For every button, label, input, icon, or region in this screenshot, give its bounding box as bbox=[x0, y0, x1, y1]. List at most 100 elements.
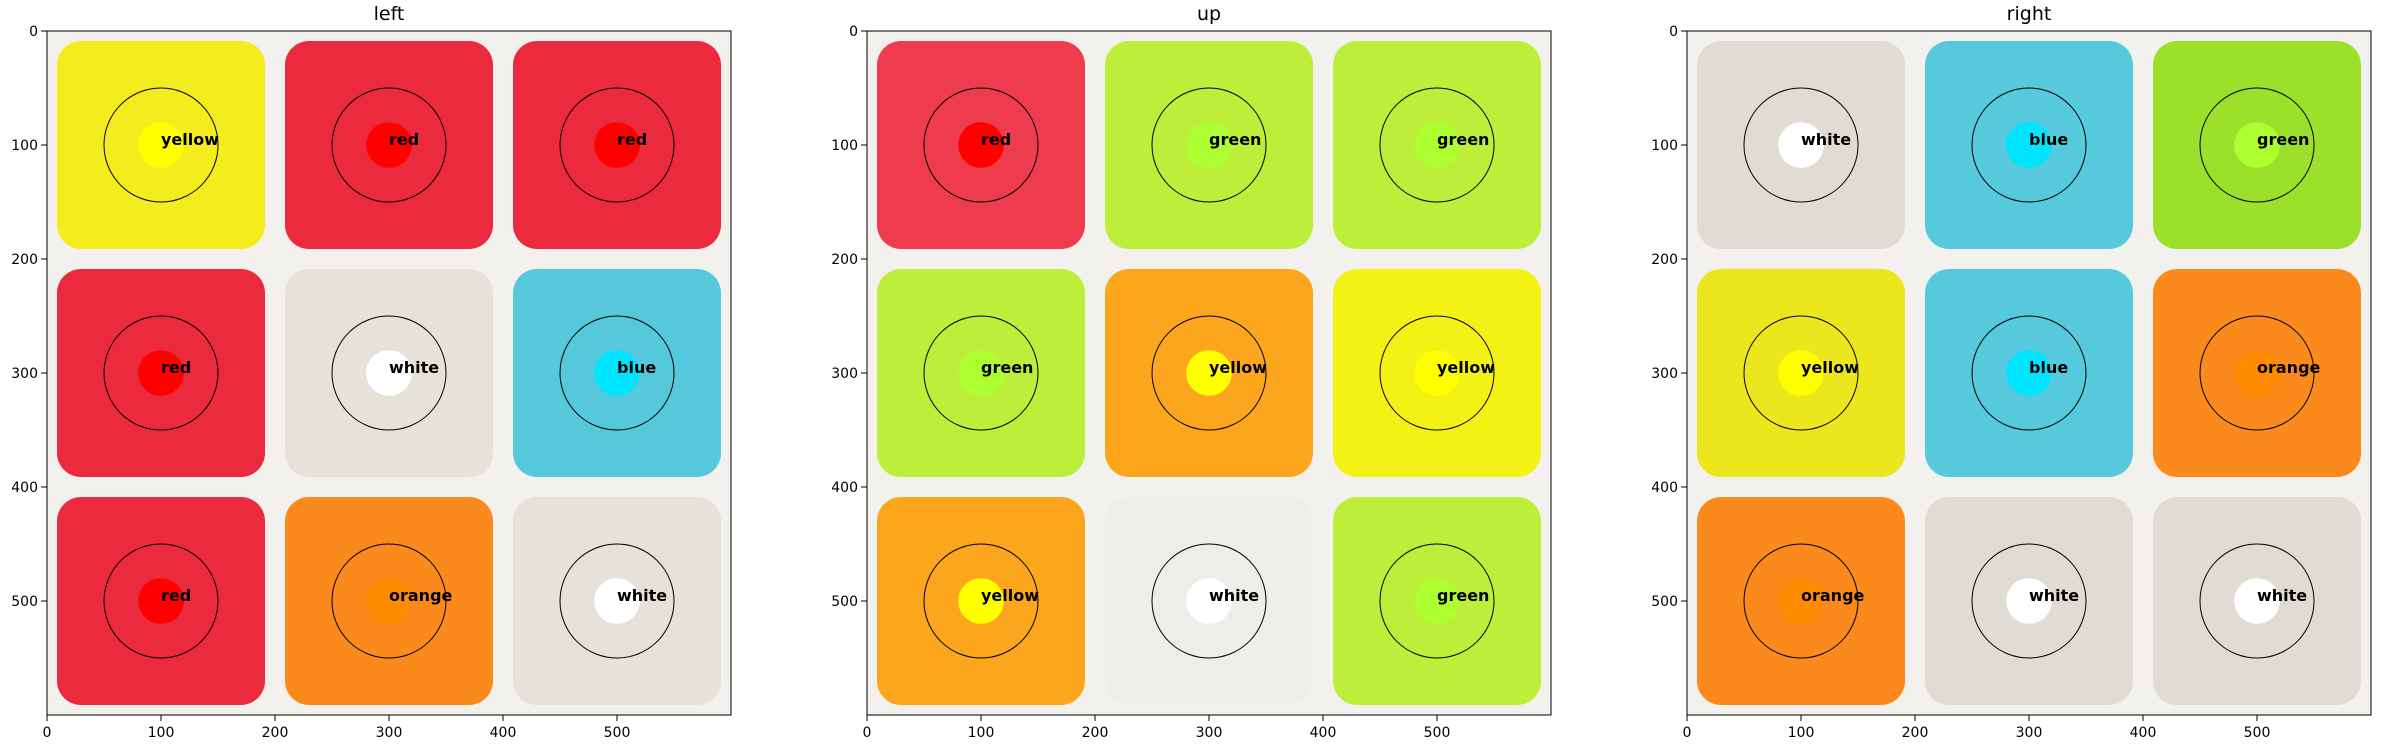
x-tick-label: 0 bbox=[863, 725, 872, 741]
sample-ring bbox=[2199, 315, 2315, 431]
color-dot bbox=[1186, 122, 1232, 168]
cell-label: red bbox=[617, 130, 647, 149]
cell-label: red bbox=[161, 586, 191, 605]
sample-ring bbox=[331, 543, 447, 659]
y-tick-label: 500 bbox=[1651, 594, 1678, 610]
cell-label: white bbox=[2257, 586, 2307, 605]
color-dot bbox=[2006, 350, 2052, 396]
y-tick-label: 0 bbox=[1669, 24, 1678, 40]
cell-label: white bbox=[2029, 586, 2079, 605]
sample-ring bbox=[103, 315, 219, 431]
x-tick-label: 0 bbox=[43, 725, 52, 741]
sample-ring bbox=[559, 543, 675, 659]
color-dot bbox=[366, 350, 412, 396]
cell-label: green bbox=[1437, 130, 1489, 149]
sample-ring bbox=[1971, 87, 2087, 203]
cell-label: yellow bbox=[1801, 358, 1859, 377]
color-dot bbox=[1778, 122, 1824, 168]
cell-label: yellow bbox=[1209, 358, 1267, 377]
color-dot bbox=[594, 122, 640, 168]
cell-label: green bbox=[1209, 130, 1261, 149]
y-tick-label: 0 bbox=[29, 24, 38, 40]
cell-label: red bbox=[161, 358, 191, 377]
cell-label: yellow bbox=[161, 130, 219, 149]
cell-label: blue bbox=[2029, 130, 2068, 149]
sample-ring bbox=[331, 315, 447, 431]
color-dot bbox=[594, 578, 640, 624]
y-tick-label: 200 bbox=[11, 252, 38, 268]
sample-ring bbox=[2199, 87, 2315, 203]
x-tick-label: 500 bbox=[604, 725, 631, 741]
sample-ring bbox=[1151, 315, 1267, 431]
cell-label: orange bbox=[389, 586, 453, 605]
sample-ring bbox=[103, 87, 219, 203]
cell-label: green bbox=[1437, 586, 1489, 605]
color-dot bbox=[1778, 578, 1824, 624]
color-dot bbox=[1414, 578, 1460, 624]
y-tick-label: 0 bbox=[849, 24, 858, 40]
x-tick-label: 100 bbox=[968, 725, 995, 741]
x-tick-label: 300 bbox=[2016, 725, 2043, 741]
sample-ring bbox=[1971, 315, 2087, 431]
cell-label: green bbox=[2257, 130, 2309, 149]
y-tick-label: 200 bbox=[1651, 252, 1678, 268]
sample-ring bbox=[1743, 87, 1859, 203]
cell-label: blue bbox=[2029, 358, 2068, 377]
color-dot bbox=[1186, 578, 1232, 624]
sample-ring bbox=[923, 87, 1039, 203]
color-dot bbox=[958, 350, 1004, 396]
sample-ring bbox=[1151, 87, 1267, 203]
x-tick-label: 400 bbox=[1310, 725, 1337, 741]
x-tick-label: 100 bbox=[1788, 725, 1815, 741]
y-tick-label: 500 bbox=[831, 594, 858, 610]
cell-label: red bbox=[389, 130, 419, 149]
color-dot bbox=[138, 350, 184, 396]
x-tick-label: 200 bbox=[1902, 725, 1929, 741]
sample-ring bbox=[1743, 315, 1859, 431]
y-tick-label: 400 bbox=[831, 480, 858, 496]
cell-label: white bbox=[617, 586, 667, 605]
color-dot bbox=[1414, 350, 1460, 396]
sample-ring bbox=[923, 543, 1039, 659]
color-dot bbox=[958, 122, 1004, 168]
sample-ring bbox=[2199, 543, 2315, 659]
color-dot bbox=[366, 578, 412, 624]
color-dot bbox=[2234, 122, 2280, 168]
subplot-up: up red green green green yellow yellow yellow w… bbox=[831, 3, 1552, 741]
color-dot bbox=[2234, 578, 2280, 624]
x-tick-label: 100 bbox=[148, 725, 175, 741]
color-dot bbox=[594, 350, 640, 396]
x-tick-label: 400 bbox=[490, 725, 517, 741]
y-tick-label: 100 bbox=[831, 138, 858, 154]
x-tick-label: 200 bbox=[1082, 725, 1109, 741]
sample-ring bbox=[923, 315, 1039, 431]
y-tick-label: 400 bbox=[11, 480, 38, 496]
sample-ring bbox=[1379, 87, 1495, 203]
x-tick-label: 500 bbox=[1424, 725, 1451, 741]
subplot-right: right white blue green yellow blue orange oran… bbox=[1651, 3, 2372, 741]
sample-ring bbox=[1743, 543, 1859, 659]
x-tick-label: 400 bbox=[2130, 725, 2157, 741]
x-tick-label: 300 bbox=[1196, 725, 1223, 741]
color-dot bbox=[1778, 350, 1824, 396]
y-tick-label: 100 bbox=[1651, 138, 1678, 154]
y-tick-label: 300 bbox=[11, 366, 38, 382]
cell-label: orange bbox=[1801, 586, 1865, 605]
sample-ring bbox=[1379, 315, 1495, 431]
color-dot bbox=[2006, 122, 2052, 168]
y-tick-label: 300 bbox=[1651, 366, 1678, 382]
x-tick-label: 200 bbox=[262, 725, 289, 741]
color-dot bbox=[2234, 350, 2280, 396]
y-tick-label: 300 bbox=[831, 366, 858, 382]
sample-ring bbox=[1379, 543, 1495, 659]
sample-ring bbox=[559, 87, 675, 203]
y-tick-label: 400 bbox=[1651, 480, 1678, 496]
color-dot bbox=[1186, 350, 1232, 396]
sample-ring bbox=[103, 543, 219, 659]
cell-label: green bbox=[981, 358, 1033, 377]
cell-label: white bbox=[1209, 586, 1259, 605]
color-dot bbox=[1414, 122, 1460, 168]
subplot-title-left: left bbox=[374, 3, 405, 25]
y-tick-label: 100 bbox=[11, 138, 38, 154]
